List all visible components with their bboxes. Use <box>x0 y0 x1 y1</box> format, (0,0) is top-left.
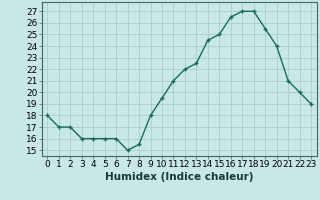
X-axis label: Humidex (Indice chaleur): Humidex (Indice chaleur) <box>105 172 253 182</box>
